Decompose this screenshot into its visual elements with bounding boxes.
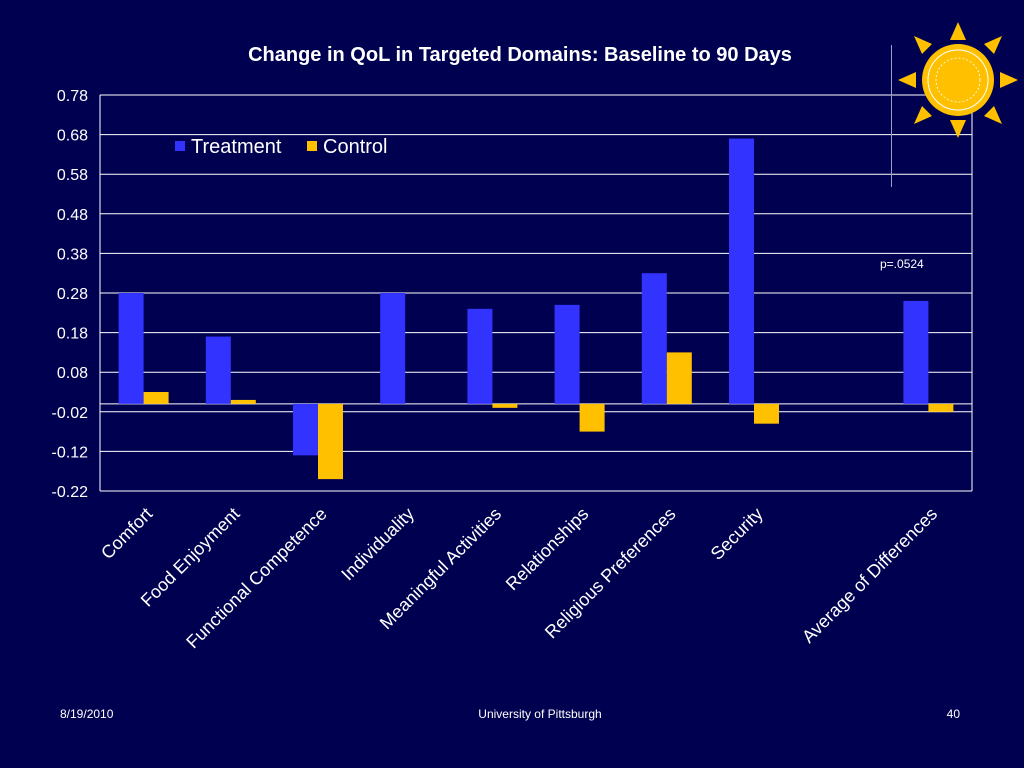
y-tick-label: 0.78 (57, 88, 88, 105)
treatment-bar (380, 293, 406, 404)
footer-org: University of Pittsburgh (478, 707, 602, 721)
control-bar (666, 352, 692, 404)
y-tick-label: -0.02 (52, 405, 89, 422)
treatment-bar (729, 138, 754, 404)
treatment-bar (205, 336, 231, 404)
chart-title: Change in QoL in Targeted Domains: Basel… (248, 44, 792, 66)
x-tick-label: Functional Competence (182, 504, 331, 653)
x-tick-label: Relationships (502, 504, 593, 595)
control-bar (579, 403, 605, 432)
page-number: 40 (946, 707, 960, 721)
x-tick-label: Security (707, 504, 767, 564)
footer-date: 8/19/2010 (60, 707, 114, 721)
y-tick-label: -0.22 (52, 484, 89, 501)
x-tick-label: Individuality (337, 504, 418, 585)
y-tick-label: 0.58 (57, 167, 88, 184)
legend-swatch-control (307, 141, 317, 151)
divider-line (891, 45, 892, 187)
y-tick-label: 0.48 (57, 207, 88, 224)
control-bar (318, 403, 343, 480)
y-tick-label: 0.68 (57, 128, 88, 145)
y-tick-label: -0.12 (52, 444, 89, 461)
control-bar (143, 392, 169, 404)
y-tick-label: 0.28 (57, 286, 88, 303)
y-tick-label: 0.08 (57, 365, 88, 382)
control-bar (754, 403, 779, 424)
treatment-bar (554, 304, 580, 404)
control-bar (928, 403, 954, 412)
legend-label-treatment: Treatment (191, 136, 282, 158)
legend-label-control: Control (323, 136, 387, 158)
p-value-annotation: p=.0524 (880, 257, 924, 271)
sun-logo (898, 22, 1018, 138)
treatment-bar (293, 403, 318, 456)
treatment-bar (641, 273, 667, 404)
x-tick-label: Average of Differences (798, 504, 941, 647)
x-tick-label: Comfort (97, 504, 156, 563)
control-bar (230, 399, 256, 404)
control-bar (492, 403, 518, 408)
treatment-bar (118, 293, 144, 404)
y-tick-label: 0.38 (57, 246, 88, 263)
y-tick-label: 0.18 (57, 326, 88, 343)
treatment-bar (903, 300, 929, 404)
legend-swatch-treatment (175, 141, 185, 151)
treatment-bar (467, 308, 493, 404)
